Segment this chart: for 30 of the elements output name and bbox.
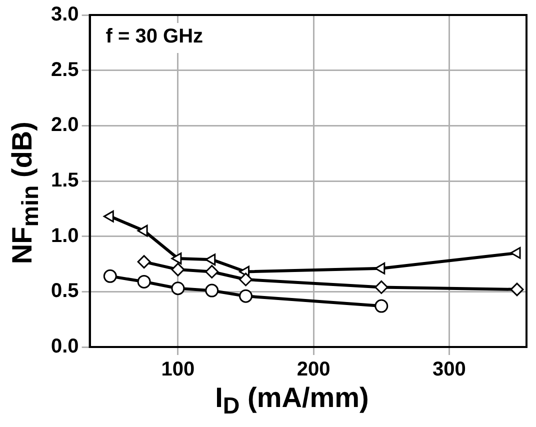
y-tick-label: 0.5 [50,280,79,302]
x-tick-label: 200 [296,358,330,381]
x-axis-title: I$_{D}$ (mA/mm) [214,382,370,420]
y-tick-label: 1.5 [50,170,79,192]
point [374,262,386,274]
point [510,246,521,259]
y-tick-label: 2.5 [50,58,79,81]
y-tick-label: 1.0 [50,224,79,247]
x-tick-label: 100 [161,358,195,381]
x-tick-label: 300 [432,358,466,381]
point [171,252,182,264]
point [205,254,216,266]
point [239,272,253,286]
point [137,224,148,237]
point [171,262,185,276]
y-tick-label: 0.0 [50,336,79,358]
annotation: f = 30 GHz [106,26,204,48]
point [510,282,524,296]
point [171,282,185,296]
point [137,255,151,269]
point [205,284,219,298]
point [137,274,151,288]
point [103,210,114,222]
point [239,289,253,303]
point [374,280,388,294]
y-tick-label: 3.0 [50,4,79,26]
y-tick-label: 2.0 [50,114,79,136]
point [103,269,117,283]
point [374,299,388,313]
point [205,264,219,278]
